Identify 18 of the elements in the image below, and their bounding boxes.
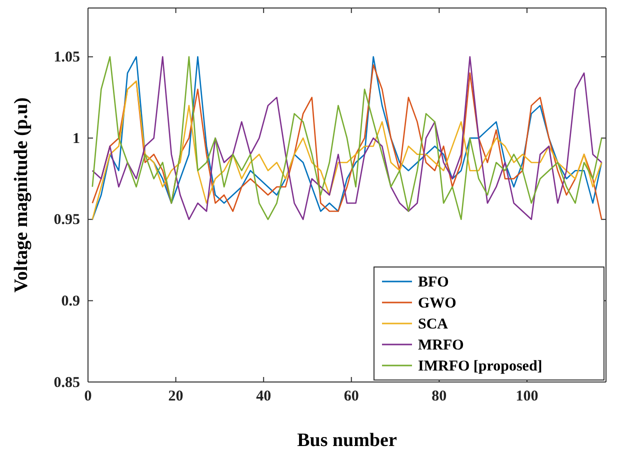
x-axis-title: Bus number [297, 430, 398, 451]
x-tick-label: 40 [256, 388, 272, 405]
y-tick-label: 1 [72, 130, 80, 147]
legend-label: SCA [418, 316, 448, 332]
legend-label: IMRFO [proposed] [418, 358, 542, 374]
x-tick-label: 60 [344, 388, 359, 405]
y-tick-label: 0.85 [54, 374, 80, 391]
x-tick-label: 0 [84, 388, 92, 405]
y-tick-label: 0.95 [54, 212, 80, 228]
legend-label: GWO [418, 296, 456, 312]
legend-label: BFO [418, 274, 449, 290]
y-tick-label: 0.9 [61, 293, 80, 310]
y-axis-title: Voltage magnitude (p.u) [11, 97, 32, 293]
y-tick-label: 1.05 [54, 50, 80, 66]
x-tick-label: 80 [432, 388, 447, 405]
x-tick-label: 100 [516, 388, 538, 405]
legend-label: MRFO [418, 338, 464, 354]
x-tick-label: 20 [168, 388, 184, 405]
